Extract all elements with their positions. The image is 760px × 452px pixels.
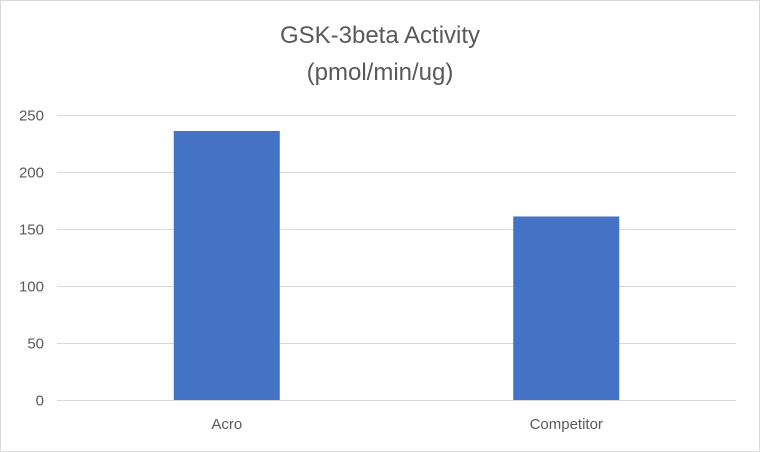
y-tick-label: 50 [27,336,44,353]
bars [173,130,620,400]
y-tick-label: 150 [19,222,44,239]
y-axis-tick-labels: 0 50 100 150 200 250 [19,108,44,410]
y-tick-label: 250 [19,108,44,125]
x-tick-label: Competitor [530,416,603,433]
y-tick-label: 0 [36,393,44,410]
x-tick-label: Acro [211,416,242,433]
chart-title: GSK-3beta Activity [279,22,481,49]
bar-acro [173,130,280,400]
chart-subtitle: (pmol/min/ug) [306,59,454,86]
bar-competitor [513,216,620,400]
y-tick-label: 200 [19,165,44,182]
y-tick-label: 100 [19,279,44,296]
x-axis-tick-labels: Acro Competitor [211,416,603,433]
gridlines [57,115,736,401]
